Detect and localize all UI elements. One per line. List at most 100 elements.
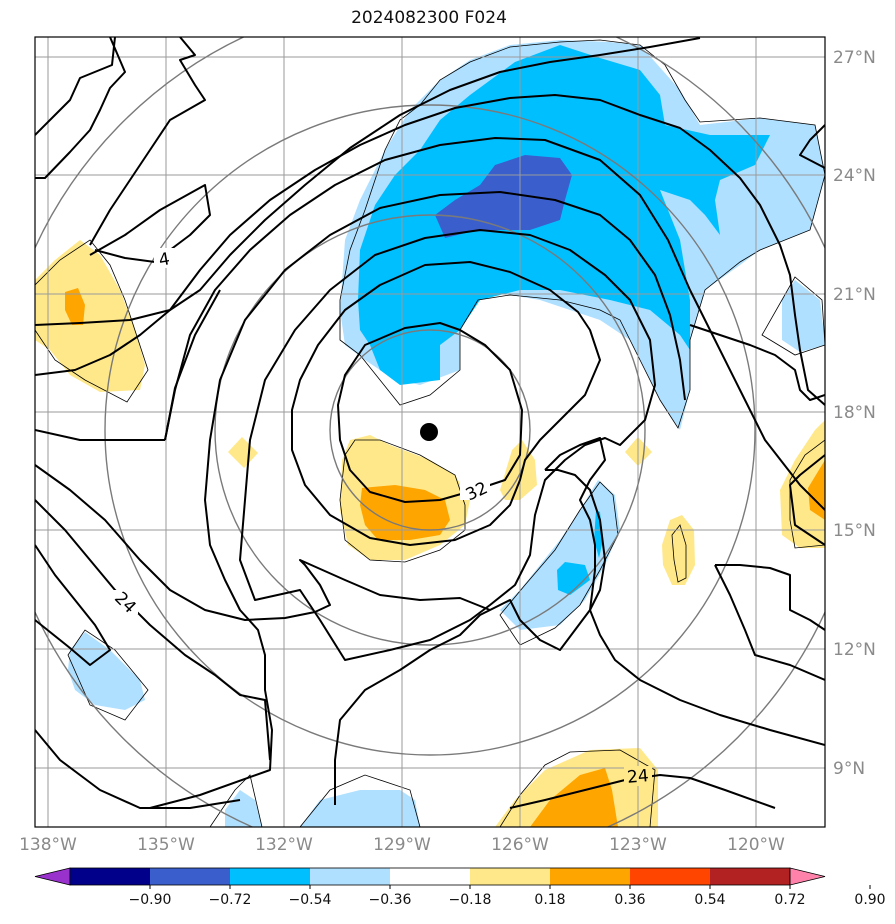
positive-region-small-west	[228, 437, 258, 468]
outline-east-2	[789, 439, 825, 549]
contour-label-bg	[110, 590, 138, 614]
contour-southwest-4	[35, 729, 241, 809]
colorbar: −0.90 −0.72 −0.54 −0.36 −0.18 0.18 0.36 0.54 0.7…	[34, 867, 886, 908]
colorbar-segment	[390, 868, 471, 885]
contour-spiral-3	[164, 137, 825, 511]
outline-central	[499, 481, 619, 646]
outline-oval	[671, 524, 687, 583]
lat-label: 24°N	[833, 166, 876, 186]
contour-central-south	[334, 469, 606, 805]
lat-label: 18°N	[833, 403, 876, 423]
contour-east-7	[799, 124, 825, 169]
colorbar-extend-high	[789, 867, 826, 886]
contour-label-bg	[154, 248, 174, 268]
negative-region-south-1	[225, 790, 262, 827]
contour-east-6	[689, 324, 825, 401]
colorbar-segment	[630, 868, 711, 885]
colorbar-extend-low	[34, 867, 71, 886]
contour-spiral-4	[35, 429, 165, 441]
lon-label: 135°W	[137, 835, 195, 855]
lat-label: 15°N	[833, 521, 876, 541]
contour-32	[337, 322, 523, 503]
lon-label: 120°W	[727, 835, 785, 855]
range-ring	[104, 104, 756, 756]
range-ring	[214, 214, 646, 646]
lon-label: 132°W	[255, 835, 313, 855]
contour-labels: 4 32 24 24	[110, 248, 652, 788]
negative-region-south-2	[300, 790, 420, 827]
colorbar-segment	[550, 868, 631, 885]
positive-region-west	[35, 240, 145, 392]
longitude-labels: 138°W 135°W 132°W 129°W 126°W 123°W 120°…	[19, 835, 785, 855]
negative-region-north-strong	[435, 155, 572, 238]
colorbar-tick-label: −0.72	[209, 892, 252, 908]
contour-outer-north	[164, 289, 221, 441]
outline-south	[499, 749, 656, 827]
contour-label-bg	[460, 478, 490, 500]
colorbar-tick-label: 0.36	[614, 892, 645, 908]
outline-southwest	[67, 629, 149, 721]
negative-region-central	[500, 480, 620, 630]
lon-label: 126°W	[491, 835, 549, 855]
contour-southwest-3	[35, 544, 111, 666]
contour-east-5	[789, 454, 825, 546]
colorbar-tick-label: 0.90	[854, 892, 885, 908]
lon-label: 129°W	[373, 835, 431, 855]
contour-label: 4	[157, 249, 171, 271]
colorbar-tick-label: 0.72	[774, 892, 805, 908]
colorbar-segment	[230, 868, 311, 885]
lat-label: 21°N	[833, 285, 876, 305]
contour-east-south	[544, 437, 825, 746]
contour-spiral-6	[35, 37, 701, 326]
negative-region-north-mid	[358, 45, 770, 385]
lat-label: 9°N	[833, 759, 865, 779]
colorbar-frame	[69, 867, 791, 886]
colorbar-tick-label: −0.90	[129, 892, 172, 908]
lat-label: 27°N	[833, 48, 876, 68]
contour-24-southwest	[35, 499, 271, 761]
contour-east-3	[715, 564, 825, 631]
lon-label: 138°W	[19, 835, 77, 855]
positive-region-south-mid	[530, 768, 618, 827]
colorbar-segment	[470, 868, 551, 885]
contour-spiral-2	[149, 191, 686, 809]
contour-southwest-2	[35, 464, 491, 621]
contour-spiral-1	[239, 229, 656, 661]
outline-west	[35, 239, 149, 403]
map-plot-area: 4 32 24 24	[35, 37, 825, 827]
contour-4	[89, 184, 211, 263]
lon-label: 123°W	[609, 835, 667, 855]
negative-region-central-mid	[557, 562, 590, 595]
outline-north	[339, 39, 825, 429]
colorbar-segment	[70, 868, 151, 885]
thick-contours	[35, 37, 825, 809]
outline-east	[761, 276, 825, 356]
plot-frame	[34, 36, 826, 828]
contour-outer-nw	[35, 37, 116, 136]
lat-label: 12°N	[833, 640, 876, 660]
positive-region-east	[780, 420, 825, 548]
negative-region-southwest	[68, 632, 145, 710]
positive-region-center-mid	[360, 485, 450, 540]
contour-outer-north-2	[89, 37, 206, 246]
colorbar-tick-label: −0.54	[289, 892, 332, 908]
outline-south-3	[209, 774, 263, 827]
contour-spiral-5	[35, 94, 825, 406]
colorbar-tick-label: −0.18	[449, 892, 492, 908]
contour-east-4	[714, 564, 825, 681]
colorbar-segment	[710, 868, 791, 885]
colorbar-tick-label: −0.36	[369, 892, 412, 908]
range-rings	[35, 37, 825, 827]
colorbar-tick-label: 0.54	[694, 892, 725, 908]
contour-label: 24	[626, 766, 649, 788]
positive-region-center-east	[500, 440, 537, 500]
map-title: 2024082300 F024	[351, 8, 507, 28]
colorbar-tick-label: 0.18	[534, 892, 565, 908]
storm-center-dot	[420, 423, 438, 441]
colorbar-segment	[310, 868, 391, 885]
positive-region-west-mid	[65, 288, 85, 325]
colorbar-segment	[150, 868, 231, 885]
negative-region-east	[782, 280, 825, 352]
latitude-labels: 27°N 24°N 21°N 18°N 15°N 12°N 9°N	[833, 48, 876, 779]
